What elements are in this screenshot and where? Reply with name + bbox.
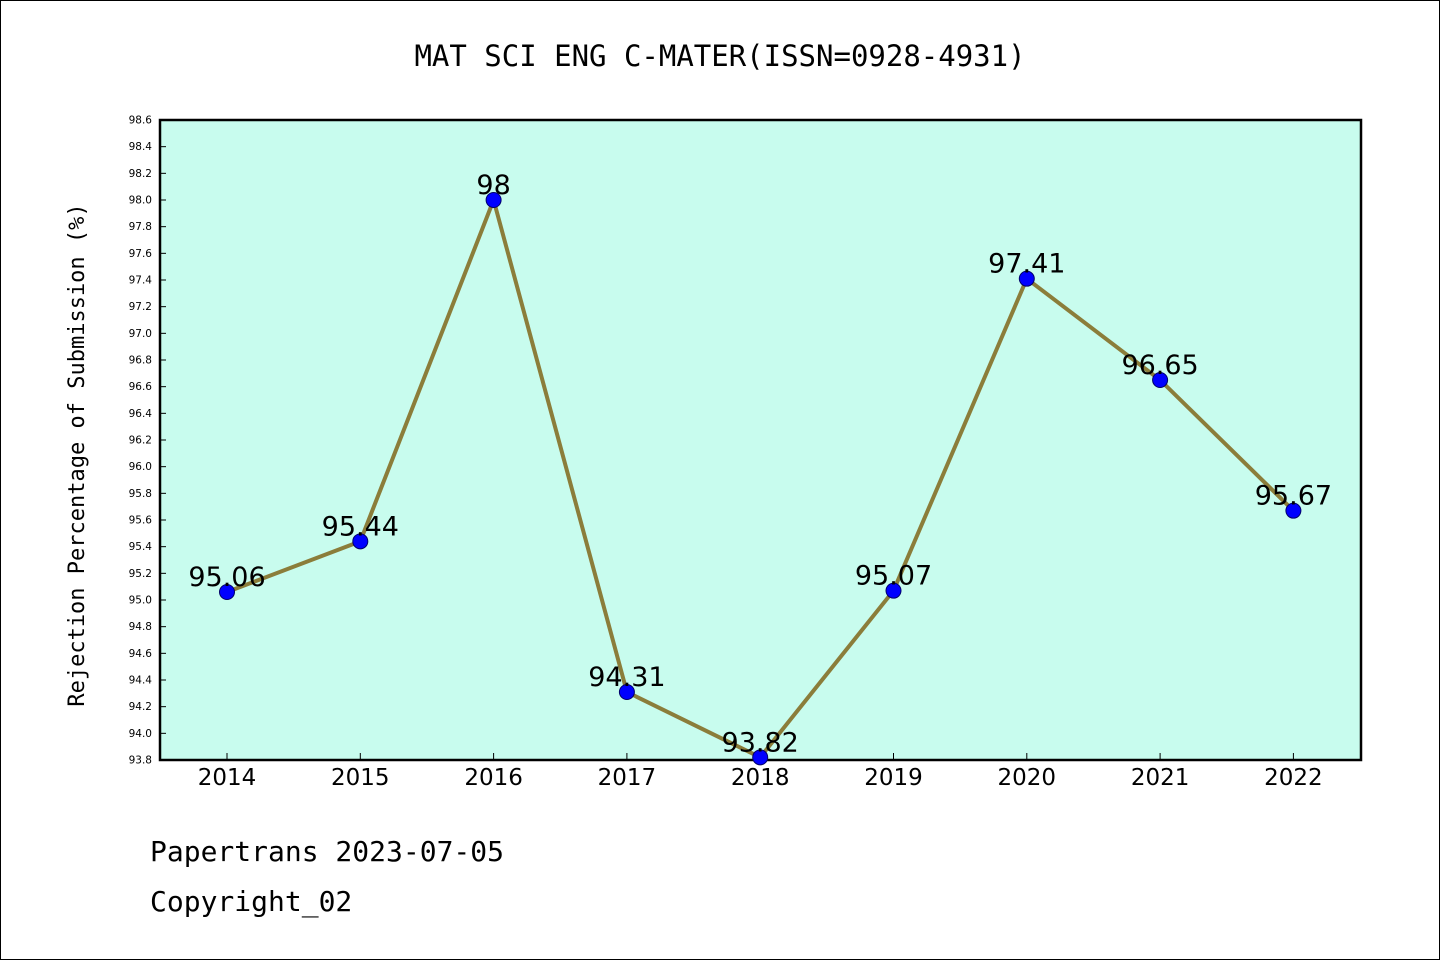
y-tick-label: 97.4	[129, 275, 153, 287]
series-markers	[219, 192, 1302, 766]
y-tick-label: 96.4	[129, 408, 153, 420]
x-tick-label: 2016	[464, 765, 523, 791]
data-point-marker	[1018, 270, 1035, 287]
data-label: 97.41	[988, 249, 1065, 280]
data-point-marker	[885, 582, 902, 599]
footer-copyright: Copyright_02	[150, 885, 353, 918]
y-tick-label: 98.2	[129, 168, 152, 180]
y-axis-label: Rejection Percentage of Submission (%)	[65, 203, 90, 706]
y-tick-label: 94.4	[129, 675, 153, 687]
y-tick-label: 96.8	[129, 355, 152, 367]
x-tick-label: 2014	[198, 765, 257, 791]
y-tick-label: 94.2	[129, 701, 152, 713]
x-tick-label: 2018	[731, 765, 790, 791]
y-tick-label: 97.2	[129, 301, 152, 313]
footer-date: Papertrans 2023-07-05	[150, 835, 505, 868]
y-tick-label: 96.6	[129, 381, 153, 393]
y-tick-label: 95.4	[129, 541, 153, 553]
data-label: 94.31	[588, 662, 665, 693]
data-label: 95.07	[855, 561, 932, 592]
y-tick-label: 95.8	[129, 488, 152, 500]
data-label: 95.44	[322, 511, 399, 542]
y-tick-label: 94.6	[129, 648, 153, 660]
y-tick-label: 98.4	[129, 141, 153, 153]
x-tick-label: 2022	[1264, 765, 1323, 791]
data-point-marker	[219, 584, 235, 600]
x-tick-label: 2017	[598, 765, 657, 791]
data-label: 96.65	[1121, 350, 1198, 381]
data-label: 93.82	[722, 727, 799, 758]
data-point-marker	[1152, 372, 1169, 388]
x-tick-label: 2020	[998, 765, 1057, 791]
data-point-marker	[618, 684, 635, 700]
y-tick-label: 95.2	[129, 568, 152, 580]
plot-area	[158, 118, 1363, 762]
chart-title: MAT SCI ENG C-MATER(ISSN=0928-4931)	[414, 39, 1025, 73]
data-point-marker	[752, 749, 769, 766]
data-labels: 95.06 95.44 98 94.31 93.82 95.07 97.41 96.65 95.…	[188, 170, 1332, 758]
y-tick-label: 94.8	[129, 621, 152, 633]
y-tick-label: 94.0	[129, 728, 152, 740]
data-point-marker	[352, 533, 369, 550]
data-point-marker	[1285, 502, 1302, 519]
data-label: 95.06	[188, 562, 265, 593]
y-tick-label: 97.0	[129, 328, 152, 340]
x-tick-label: 2019	[864, 765, 923, 791]
y-tick-label: 95.6	[129, 515, 153, 527]
y-tick-label: 96.0	[129, 461, 152, 473]
y-tick-label: 97.6	[129, 248, 153, 260]
y-axis-ticks: 93.8 94.0 94.2 94.4 94.6 94.8 95.0 95.2 95.4 95.6…	[129, 115, 166, 767]
data-point-marker	[485, 192, 502, 208]
y-tick-label: 97.8	[129, 221, 152, 233]
data-label: 95.67	[1255, 481, 1332, 512]
y-tick-label: 96.2	[129, 435, 152, 447]
y-tick-label: 98.6	[129, 115, 153, 127]
data-label: 98	[476, 170, 510, 201]
x-axis-ticks: 2014 2015 2016 2017 2018 2019 2020 2021 2022	[198, 753, 1323, 791]
x-tick-label: 2021	[1131, 765, 1190, 791]
x-tick-label: 2015	[331, 765, 390, 791]
y-tick-label: 93.8	[129, 755, 152, 767]
y-tick-label: 95.0	[129, 595, 152, 607]
y-tick-label: 98.0	[129, 195, 152, 207]
